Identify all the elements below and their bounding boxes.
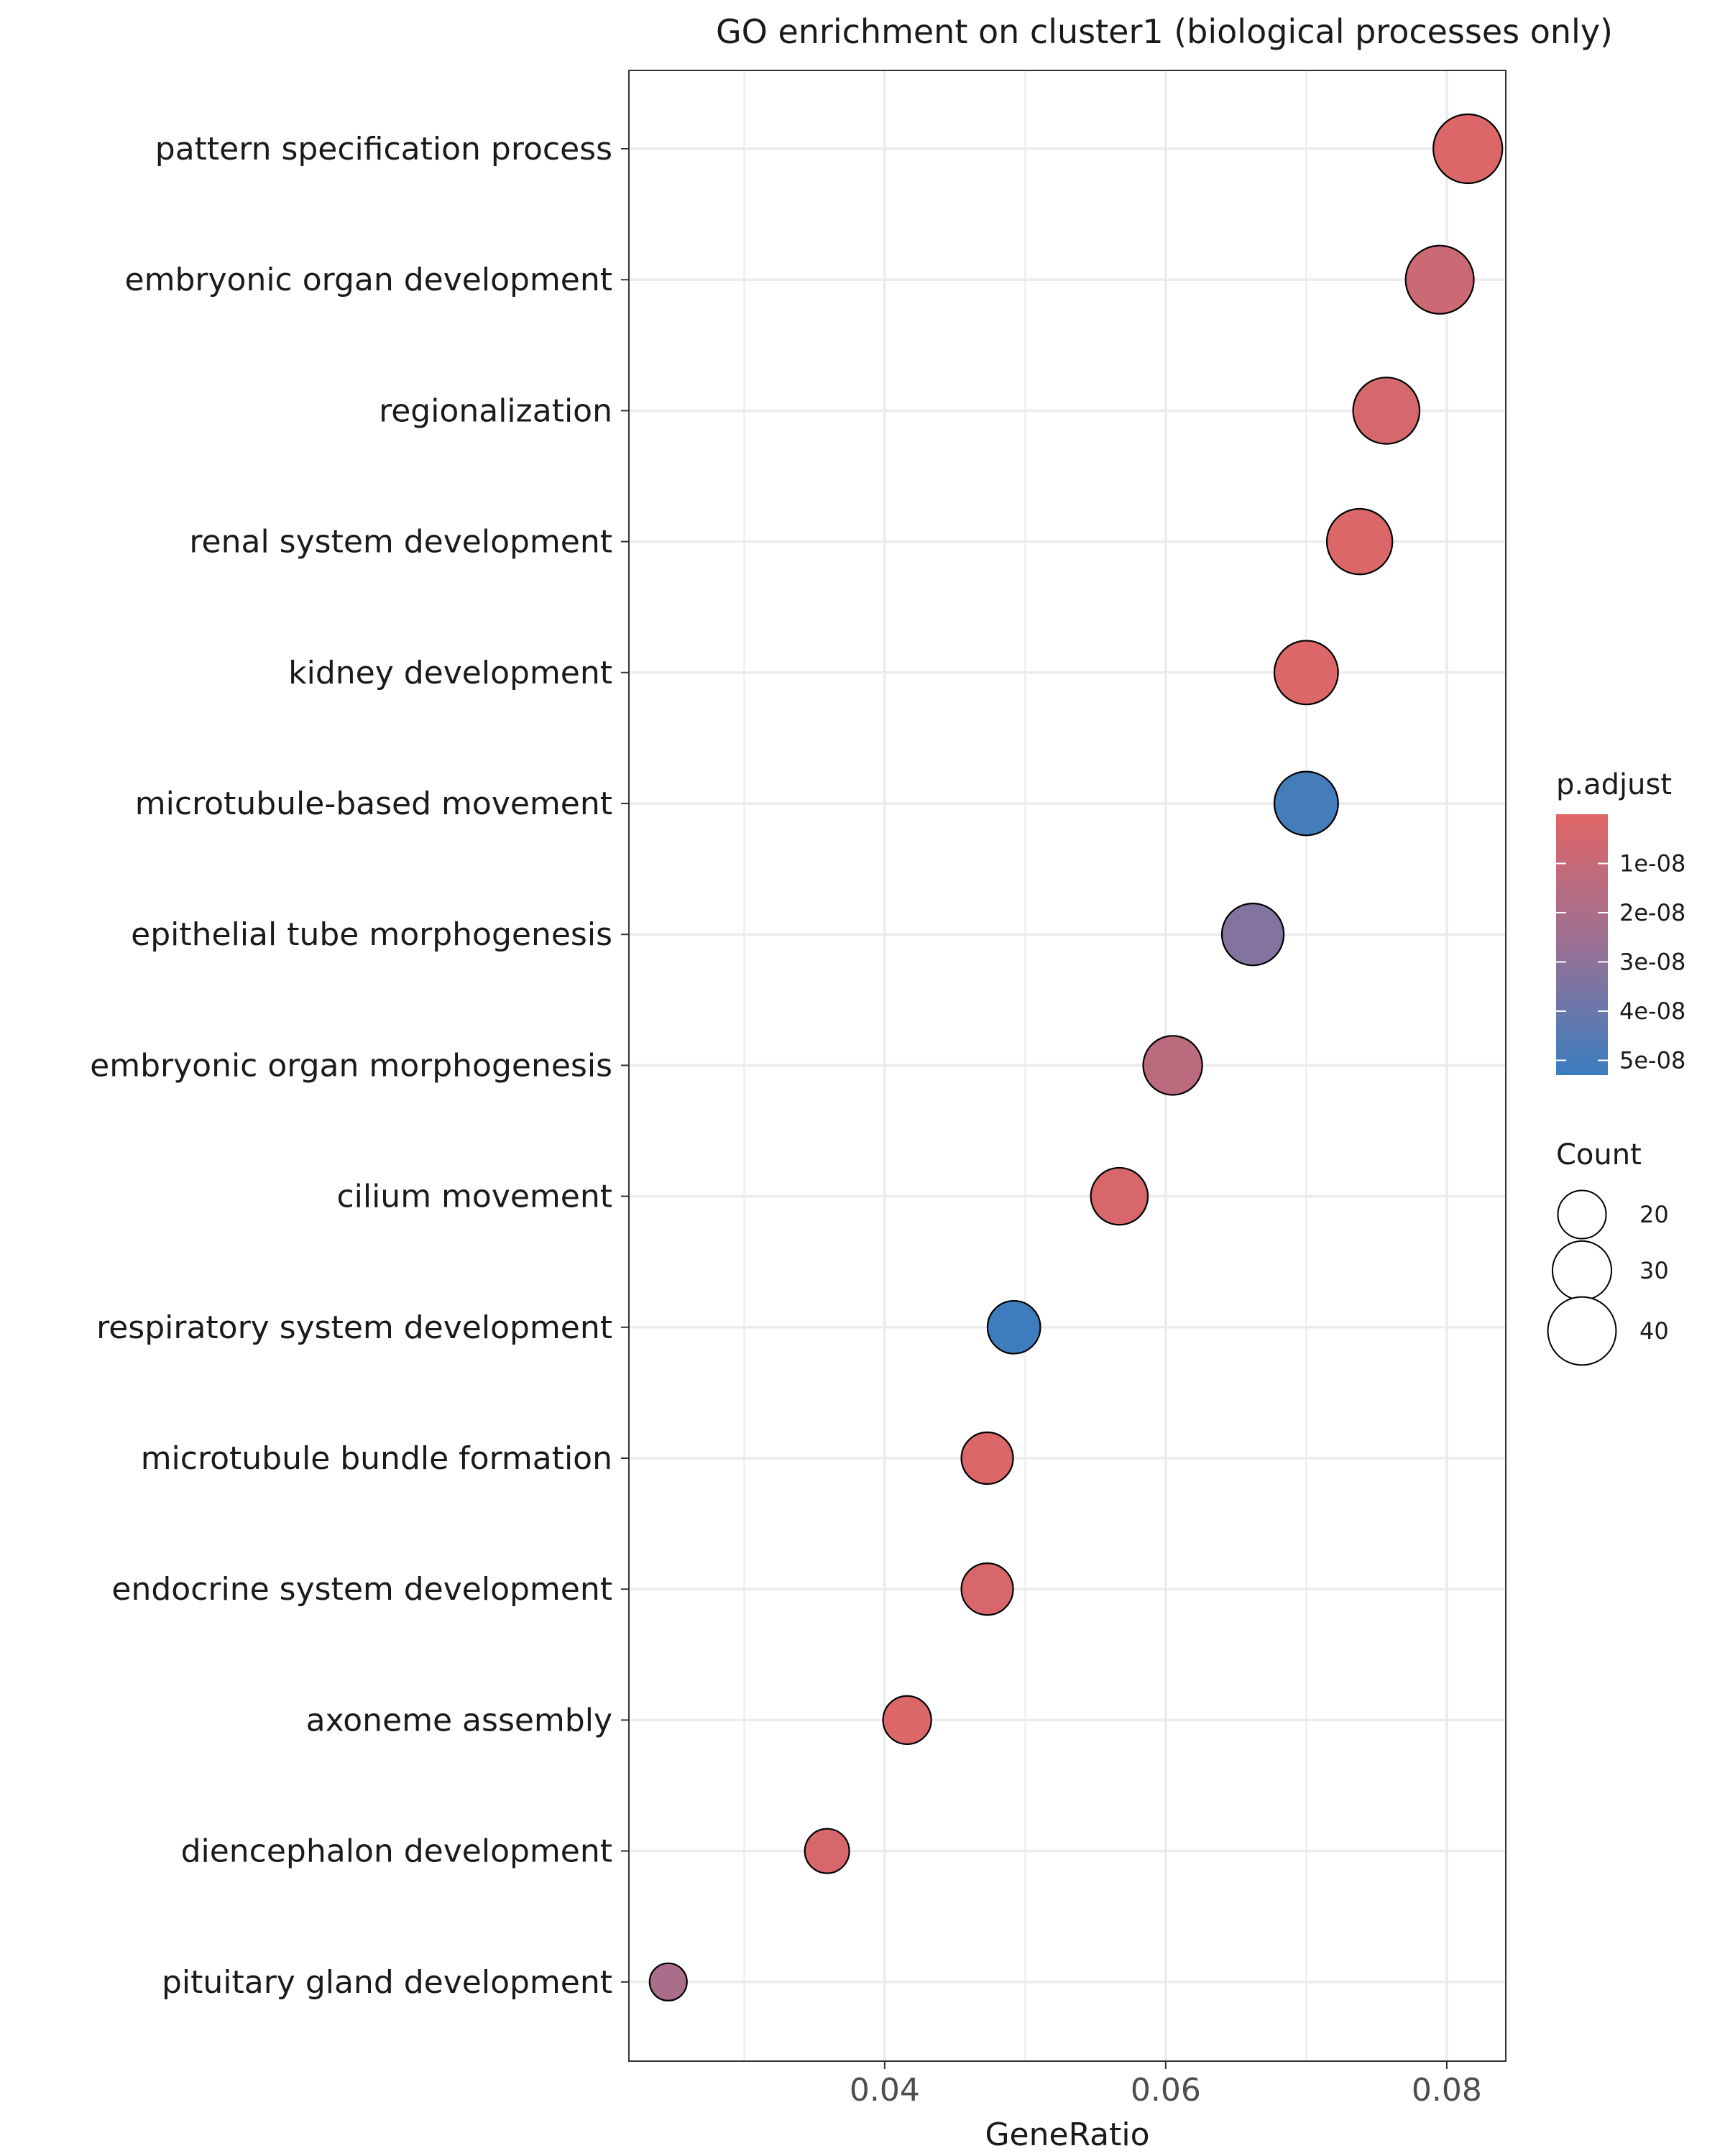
color-legend-label: 4e-08 <box>1619 998 1685 1025</box>
color-legend-label: 3e-08 <box>1619 948 1685 975</box>
size-legend-label: 40 <box>1639 1317 1669 1345</box>
data-point <box>1325 507 1394 576</box>
chart-title: GO enrichment on cluster1 (biological pr… <box>716 12 1613 51</box>
data-point <box>1352 377 1421 445</box>
x-tick-label: 0.08 <box>1412 2072 1482 2109</box>
data-point <box>1432 113 1504 185</box>
size-legend-circle <box>1547 1296 1617 1366</box>
y-tick-label: renal system development <box>189 524 612 561</box>
color-legend-label: 5e-08 <box>1619 1046 1685 1074</box>
y-tick-label: microtubule bundle formation <box>141 1440 612 1477</box>
x-axis: 0.04 0.06 0.08 <box>850 2061 1482 2109</box>
data-point <box>986 1299 1041 1355</box>
y-tick-label: diencephalon development <box>181 1833 612 1870</box>
y-tick-label: cilium movement <box>336 1179 612 1215</box>
data-point <box>1090 1166 1149 1226</box>
size-legend-label: 20 <box>1639 1201 1669 1228</box>
x-tick-label: 0.06 <box>1131 2072 1201 2109</box>
x-axis-title: GeneRatio <box>985 2116 1149 2153</box>
data-point <box>960 1431 1014 1485</box>
y-tick-label: embryonic organ development <box>125 262 612 298</box>
size-legend-entries: 20 30 40 <box>1547 1189 1669 1366</box>
x-tick-label: 0.04 <box>850 2072 920 2109</box>
size-legend-label: 30 <box>1639 1257 1669 1284</box>
data-point <box>1273 640 1339 706</box>
data-point <box>804 1828 850 1874</box>
y-tick-label: endocrine system development <box>111 1571 612 1608</box>
color-legend-bar <box>1556 814 1608 1075</box>
color-legend-title: p.adjust <box>1556 768 1672 801</box>
y-tick-label: regionalization <box>379 392 612 429</box>
y-tick-label: epithelial tube morphogenesis <box>131 916 612 953</box>
data-point <box>882 1695 932 1746</box>
y-tick-label: microtubule-based movement <box>135 786 612 822</box>
size-legend-title: Count <box>1556 1138 1642 1171</box>
color-legend-label: 2e-08 <box>1619 899 1685 926</box>
color-legend-ticks: 1e-08 2e-08 3e-08 4e-08 5e-08 <box>1556 849 1685 1074</box>
y-tick-label: pattern specification process <box>155 131 612 167</box>
y-tick-label: respiratory system development <box>96 1309 612 1346</box>
y-axis: pattern specification process embryonic o… <box>90 131 629 2001</box>
color-legend-label: 1e-08 <box>1619 849 1685 877</box>
grid-lines <box>629 70 1506 2061</box>
data-point <box>960 1562 1014 1616</box>
data-points <box>648 113 1504 2001</box>
size-legend: Count 20 30 40 <box>1547 1138 1669 1366</box>
y-tick-label: pituitary gland development <box>162 1964 612 2001</box>
data-point <box>1404 244 1475 315</box>
size-legend-circle <box>1557 1189 1607 1240</box>
y-tick-label: kidney development <box>288 655 612 691</box>
y-tick-label: axoneme assembly <box>306 1702 612 1738</box>
color-legend: p.adjust 1e-08 2e-08 3e-08 4e-08 5e-08 <box>1556 768 1685 1075</box>
data-point <box>1273 770 1339 837</box>
size-legend-circle <box>1551 1240 1613 1302</box>
y-tick-label: embryonic organ morphogenesis <box>90 1047 612 1084</box>
data-point <box>648 1962 688 2001</box>
data-point <box>1142 1035 1203 1096</box>
data-point <box>1220 903 1285 967</box>
